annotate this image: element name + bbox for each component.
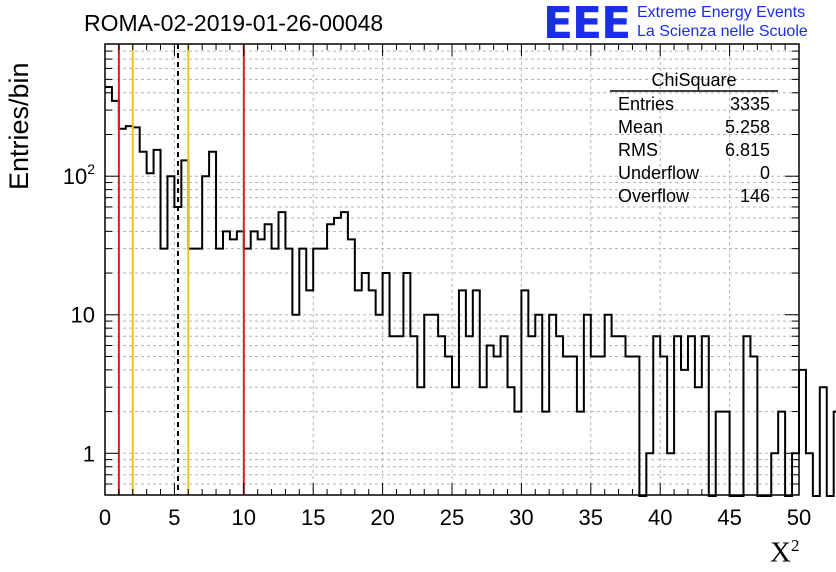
- y-tick-label: 102: [63, 161, 95, 189]
- x-tick-label: 35: [579, 505, 603, 530]
- x-tick-label: 30: [509, 505, 533, 530]
- logo-caption-line1: Extreme Energy Events: [637, 4, 806, 21]
- stats-label: RMS: [618, 140, 658, 160]
- x-axis-label-sup: 2: [790, 536, 800, 555]
- stats-label: Entries: [618, 94, 674, 114]
- y-tick-label-exponent: 2: [87, 161, 95, 177]
- x-tick-label: 25: [440, 505, 464, 530]
- histogram-series: [105, 86, 836, 497]
- stats-title: ChiSquare: [651, 70, 736, 90]
- x-axis-label-base: X: [770, 536, 791, 569]
- x-tick-label: 5: [168, 505, 180, 530]
- x-axis-label: X2: [770, 536, 799, 570]
- x-tick-label: 0: [99, 505, 111, 530]
- stats-label: Mean: [618, 117, 663, 137]
- chart-title: ROMA-02-2019-01-26-00048: [84, 10, 384, 36]
- stats-value: 3335: [730, 94, 770, 114]
- stats-value: 5.258: [725, 117, 770, 137]
- x-tick-label: 50: [787, 505, 811, 530]
- y-tick-label: 1: [83, 441, 95, 466]
- y-tick-label: 10: [71, 303, 95, 328]
- x-tick-label: 40: [648, 505, 672, 530]
- logo-caption: Extreme Energy Events La Scienza nelle S…: [637, 3, 808, 41]
- logo-caption-line2: La Scienza nelle Scuole: [637, 23, 808, 40]
- x-tick-label: 10: [232, 505, 256, 530]
- x-tick-label: 20: [370, 505, 394, 530]
- stats-value: 0: [760, 163, 770, 183]
- x-tick-label: 45: [717, 505, 741, 530]
- stats-box: ChiSquare Entries 3335 Mean 5.258 RMS 6.815 Und…: [610, 70, 778, 206]
- stats-value: 146: [740, 186, 770, 206]
- stats-label: Overflow: [618, 186, 690, 206]
- x-tick-label: 15: [301, 505, 325, 530]
- reference-lines: [117, 44, 245, 495]
- stats-label: Underflow: [618, 163, 700, 183]
- histogram-step-line: [105, 86, 836, 497]
- stats-value: 6.815: [725, 140, 770, 160]
- eee-logo: EEE: [543, 0, 631, 49]
- grid-lines: [105, 44, 799, 495]
